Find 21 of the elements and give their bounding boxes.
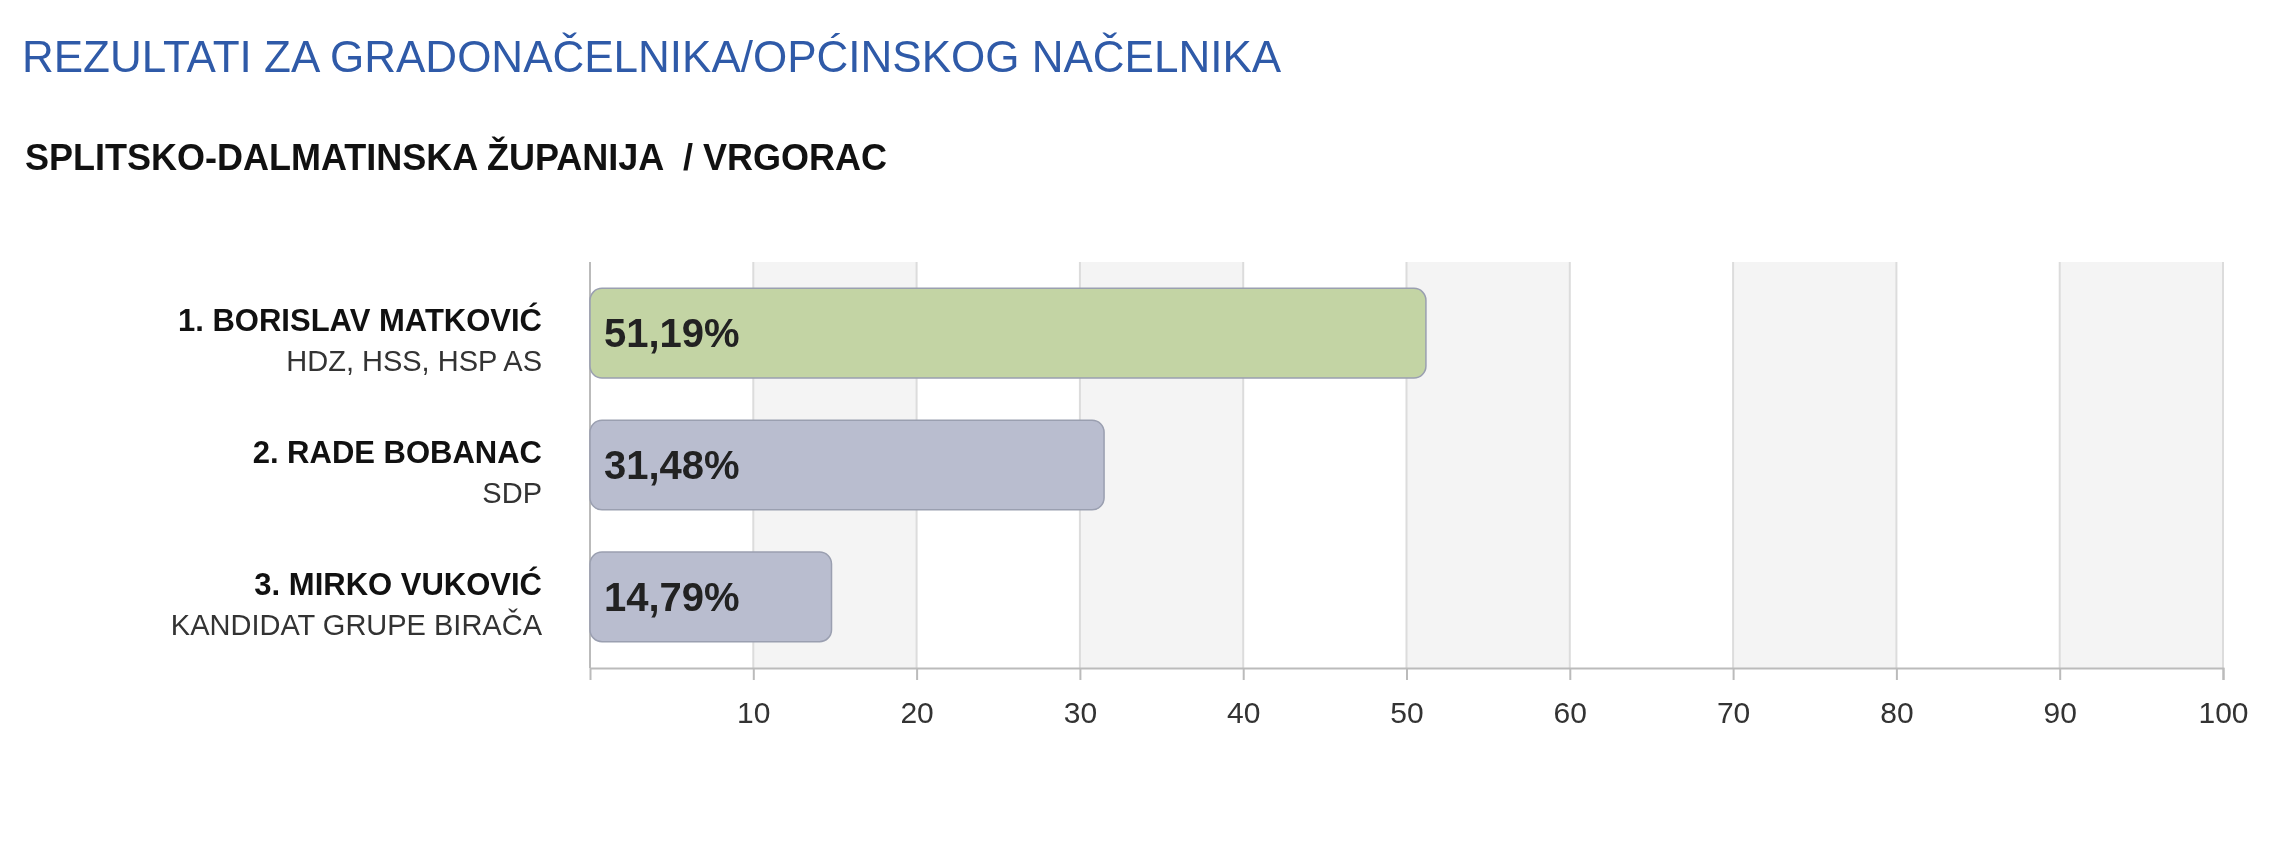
y-tick-label: 1. BORISLAV MATKOVIĆ HDZ, HSS, HSP AS <box>178 302 542 378</box>
x-tick-label: 10 <box>737 696 771 730</box>
bar <box>589 287 1427 379</box>
x-tick-label: 100 <box>2198 696 2249 730</box>
bar <box>589 419 1105 511</box>
y-tick-label: 2. RADE BOBANAC SDP <box>252 435 542 509</box>
x-tick-label: 90 <box>2043 696 2077 730</box>
data-label: 51,19% <box>604 311 740 356</box>
x-tick-label: 60 <box>1553 696 1587 730</box>
x-tick-label: 20 <box>900 696 934 730</box>
x-tick-label: 80 <box>1880 696 1914 730</box>
chart-title: REZULTATI ZA GRADONAČELNIKA/OPĆINSKOG NAČELNIKA <box>22 32 1282 81</box>
data-label: 14,79% <box>604 574 740 619</box>
chart-subtitle: SPLITSKO-DALMATINSKA ŽUPANIJA / VRGORAC <box>25 136 887 178</box>
x-tick-label: 30 <box>1063 696 1098 730</box>
bar <box>589 551 833 643</box>
x-tick-label: 40 <box>1227 696 1261 730</box>
data-label: 31,48% <box>604 443 740 487</box>
x-tick-label: 70 <box>1716 696 1751 730</box>
y-tick-label: 3. MIRKO VUKOVIĆ KANDIDAT GRUPE BIRAČA <box>170 565 543 641</box>
x-tick-label: 50 <box>1390 696 1424 730</box>
